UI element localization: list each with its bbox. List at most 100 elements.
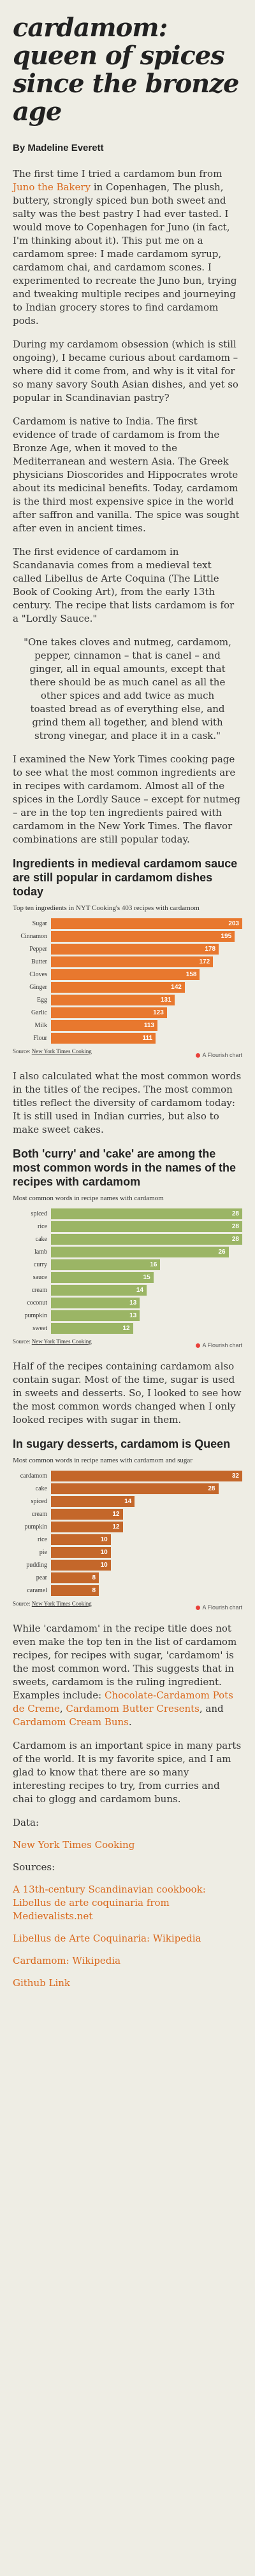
data-label: Data: (13, 1816, 242, 1830)
bar: 13 (51, 1310, 140, 1321)
bar-row: curry 16 (13, 1259, 242, 1271)
bar-track: 8 (51, 1572, 242, 1583)
bar-value-label: 8 (92, 1587, 99, 1594)
bar-value-label: 12 (112, 1511, 122, 1518)
bar-row: pumpkin 13 (13, 1310, 242, 1322)
bar: 142 (51, 982, 185, 993)
source-link[interactable]: New York Times Cooking (32, 1338, 92, 1345)
data-nyt-link[interactable]: New York Times Cooking (13, 1839, 135, 1851)
bar-label: Milk (13, 1022, 51, 1029)
bar-track: 14 (51, 1285, 242, 1296)
bar-label: pumpkin (13, 1523, 51, 1530)
bar: 10 (51, 1560, 111, 1571)
bar: 172 (51, 956, 213, 967)
paragraph-closing: Cardamom is an important spice in many p… (13, 1739, 242, 1806)
flourish-logo-icon (196, 1053, 200, 1058)
bar-value-label: 203 (228, 920, 242, 927)
bar-value-label: 16 (150, 1261, 160, 1268)
bar-track: 113 (51, 1020, 242, 1031)
flourish-credit-text: A Flourish chart (202, 1604, 242, 1611)
page-title: cardamom: queen of spices since the bron… (13, 14, 242, 126)
bar-label: lamb (13, 1249, 51, 1256)
bar-row: Butter 172 (13, 956, 242, 968)
bar-track: 10 (51, 1560, 242, 1571)
bar: 10 (51, 1547, 111, 1558)
cream-buns-link[interactable]: Cardamom Cream Buns (13, 1716, 129, 1728)
bar: 195 (51, 931, 235, 942)
bar-track: 10 (51, 1547, 242, 1558)
github-link[interactable]: Github Link (13, 1977, 70, 1989)
bar-row: Ginger 142 (13, 981, 242, 993)
bar-label: cardamom (13, 1473, 51, 1480)
bar-row: Sugar 203 (13, 918, 242, 930)
bar-label: cream (13, 1511, 51, 1518)
bar: 158 (51, 969, 200, 980)
bar-track: 28 (51, 1234, 242, 1245)
bar-value-label: 28 (232, 1236, 242, 1243)
bar: 113 (51, 1020, 157, 1031)
bar-label: Pepper (13, 946, 51, 953)
bar: 10 (51, 1534, 111, 1545)
bar-track: 13 (51, 1310, 242, 1321)
bar-value-label: 15 (143, 1274, 154, 1281)
flourish-logo-icon (196, 1606, 200, 1610)
juno-bakery-link[interactable]: Juno the Bakery (13, 181, 91, 193)
bar-value-label: 178 (205, 946, 219, 953)
article: cardamom: queen of spices since the bron… (0, 0, 255, 2018)
bar-value-label: 123 (153, 1009, 167, 1016)
butter-cresents-link[interactable]: Cardamom Butter Cresents (66, 1703, 199, 1714)
source-libellus-link[interactable]: Libellus de Arte Coquinaria: Wikipedia (13, 1933, 201, 1944)
bar: 12 (51, 1323, 133, 1334)
source-cardamom-link[interactable]: Cardamom: Wikipedia (13, 1955, 120, 1966)
bar-track: 131 (51, 995, 242, 1005)
bar-row: sweet 12 (13, 1322, 242, 1334)
bar-label: pudding (13, 1562, 51, 1569)
bar-row: sauce 15 (13, 1271, 242, 1284)
source-link[interactable]: New York Times Cooking (32, 1600, 92, 1607)
bar-row: rice 28 (13, 1221, 242, 1233)
bar-value-label: 28 (208, 1485, 218, 1492)
separator-text: , (60, 1703, 66, 1714)
bar-value-label: 142 (171, 984, 185, 991)
bar-row: Milk 113 (13, 1019, 242, 1032)
bar-track: 32 (51, 1471, 242, 1481)
flourish-credit-text: A Flourish chart (202, 1052, 242, 1058)
paragraph-titles: I also calculated what the most common w… (13, 1070, 242, 1137)
source-link[interactable]: New York Times Cooking (32, 1048, 92, 1054)
bar-row: Egg 131 (13, 994, 242, 1006)
bar-value-label: 10 (101, 1562, 111, 1569)
bar: 12 (51, 1522, 123, 1532)
bar-value-label: 32 (232, 1473, 242, 1480)
bar: 15 (51, 1272, 154, 1283)
bar-value-label: 14 (136, 1287, 147, 1294)
chart-title: Ingredients in medieval cardamom sauce a… (13, 857, 242, 899)
bar-label: sweet (13, 1325, 51, 1332)
bar-label: Egg (13, 997, 51, 1004)
chart-subtitle: Most common words in recipe names with c… (13, 1194, 242, 1203)
bar: 14 (51, 1285, 147, 1296)
bar-label: coconut (13, 1299, 51, 1306)
bar-value-label: 28 (232, 1223, 242, 1230)
bar: 28 (51, 1234, 242, 1245)
bar-value-label: 13 (129, 1299, 140, 1306)
bar-track: 28 (51, 1483, 242, 1494)
bar-area: spiced 28 rice 28 cake 28 lamb 26 curry 16 sauce 15… (13, 1208, 242, 1334)
separator-text: , and (200, 1703, 224, 1714)
bar-value-label: 113 (144, 1022, 157, 1029)
sugar-words-chart: In sugary desserts, cardamom is Queen Mo… (13, 1437, 242, 1611)
bar: 28 (51, 1221, 242, 1232)
bar-label: Cinnamon (13, 933, 51, 940)
sources-label: Sources: (13, 1861, 242, 1874)
bar-track: 203 (51, 918, 242, 929)
bar-row: Pepper 178 (13, 943, 242, 955)
source-label: Source: (13, 1048, 32, 1054)
bar-value-label: 111 (142, 1035, 156, 1042)
bar-label: spiced (13, 1210, 51, 1217)
paragraph-intro-text-before: The first time I tried a cardamom bun fr… (13, 168, 222, 179)
bar: 12 (51, 1509, 123, 1520)
bar-value-label: 8 (92, 1574, 99, 1581)
source-medievalists-link[interactable]: A 13th-century Scandinavian cookbook: Li… (13, 1884, 206, 1922)
bar: 28 (51, 1208, 242, 1219)
bar-label: curry (13, 1261, 51, 1268)
bar-value-label: 12 (122, 1325, 133, 1332)
